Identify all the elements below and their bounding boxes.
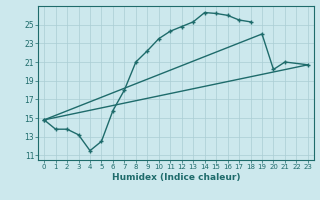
X-axis label: Humidex (Indice chaleur): Humidex (Indice chaleur) [112, 173, 240, 182]
